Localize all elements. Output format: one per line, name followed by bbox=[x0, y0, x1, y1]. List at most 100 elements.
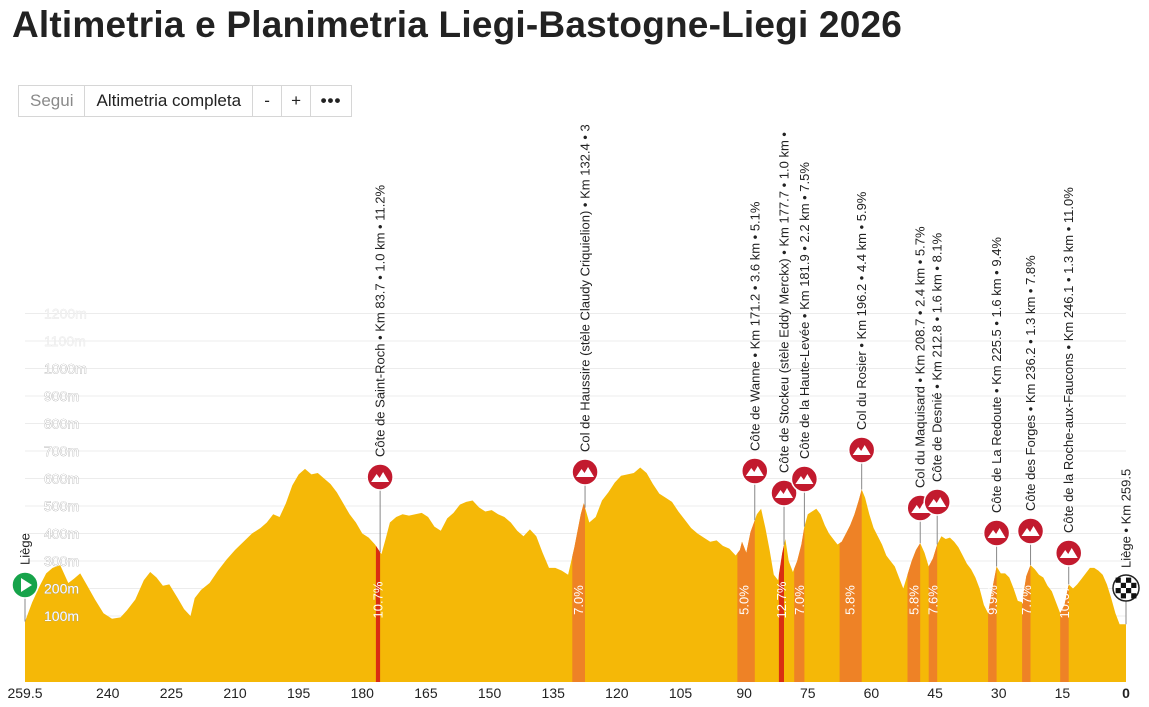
climb-marker[interactable]: Côte de Saint-Roch • Km 83.7 • 1.0 km • … bbox=[366, 184, 394, 553]
climb-label: Col du Maquisard • Km 208.7 • 2.4 km • 5… bbox=[913, 226, 928, 488]
y-tick-label: 800m bbox=[44, 416, 79, 432]
climb-marker[interactable]: Col de Haussire (stèle Claudy Criquielio… bbox=[571, 124, 599, 508]
climb-segment bbox=[907, 543, 921, 682]
start-marker[interactable]: Liège bbox=[11, 533, 39, 622]
x-tick-label: 240 bbox=[96, 685, 120, 701]
x-tick-label: 259.5 bbox=[7, 685, 42, 701]
y-tick-label: 400m bbox=[44, 526, 79, 542]
x-tick-label: 180 bbox=[351, 685, 375, 701]
climb-label: Côte de Desnié • Km 212.8 • 1.6 km • 8.1… bbox=[930, 232, 945, 482]
y-tick-label: 200m bbox=[44, 581, 79, 597]
climb-marker[interactable]: Col du Rosier • Km 196.2 • 4.4 km • 5.9% bbox=[847, 191, 876, 490]
climb-label: Col de Haussire (stèle Claudy Criquielio… bbox=[578, 124, 593, 452]
climb-segment bbox=[737, 520, 755, 682]
checkered-flag-icon bbox=[1115, 577, 1137, 599]
y-tick-label: 600m bbox=[44, 471, 79, 487]
climb-segments-layer: 10.7% 7.0% 5.0% 12.7% 7.0% 5.8% 5.8% 7.6% 9.9% 7.… bbox=[371, 489, 1072, 682]
mountain-icon bbox=[928, 497, 947, 507]
climb-marker[interactable]: Côte de la Haute-Levée • Km 181.9 • 2.2 … bbox=[790, 162, 819, 527]
page-title: Altimetria e Planimetria Liegi-Bastogne-… bbox=[12, 4, 903, 45]
mountain-icon bbox=[775, 488, 794, 498]
x-tick-label: 45 bbox=[927, 685, 943, 701]
x-tick-label: 30 bbox=[991, 685, 1007, 701]
climb-markers-layer: Côte de Saint-Roch • Km 83.7 • 1.0 km • … bbox=[11, 124, 1140, 625]
climb-label: Col du Rosier • Km 196.2 • 4.4 km • 5.9% bbox=[854, 191, 869, 430]
climb-gradient-label: 5.8% bbox=[843, 585, 858, 615]
climb-marker[interactable]: Côte de Wanne • Km 171.2 • 3.6 km • 5.1% bbox=[741, 201, 769, 521]
climb-label: Côte de Saint-Roch • Km 83.7 • 1.0 km • … bbox=[373, 184, 388, 457]
climb-marker-badge[interactable] bbox=[366, 463, 394, 491]
full-profile-button[interactable]: Altimetria completa bbox=[85, 86, 254, 116]
x-tick-label: 15 bbox=[1055, 685, 1071, 701]
climb-marker-badge[interactable] bbox=[847, 436, 876, 464]
x-tick-label: 195 bbox=[287, 685, 311, 701]
y-tick-label: 500m bbox=[44, 498, 79, 514]
mountain-icon bbox=[576, 467, 595, 477]
x-tick-label: 165 bbox=[414, 685, 438, 701]
zoom-out-button[interactable]: - bbox=[253, 86, 283, 116]
x-tick-label: 0 bbox=[1122, 685, 1130, 701]
climb-label: Côte de la Haute-Levée • Km 181.9 • 2.2 … bbox=[797, 162, 812, 459]
x-tick-label: 60 bbox=[864, 685, 880, 701]
climb-marker[interactable]: Côte de La Redoute • Km 225.5 • 1.6 km •… bbox=[982, 237, 1011, 567]
x-tick-label: 120 bbox=[605, 685, 629, 701]
climb-marker[interactable]: Côte des Forges • Km 236.2 • 1.3 km • 7.… bbox=[1016, 255, 1045, 566]
finish-label: Liège • Km 259.5 bbox=[1119, 469, 1134, 568]
climb-gradient-label: 7.0% bbox=[792, 585, 807, 615]
y-tick-label: 100m bbox=[44, 608, 79, 624]
mountain-icon bbox=[371, 472, 390, 482]
y-tick-label: 900m bbox=[44, 388, 79, 404]
climb-gradient-label: 5.0% bbox=[737, 585, 752, 615]
climb-segment bbox=[928, 544, 938, 682]
climb-marker-badge[interactable] bbox=[770, 479, 798, 507]
climb-marker-badge[interactable] bbox=[923, 488, 951, 516]
y-tick-label: 300m bbox=[44, 553, 79, 569]
mountain-icon bbox=[1059, 548, 1078, 558]
y-tick-label: 700m bbox=[44, 443, 79, 459]
climb-label: Côte de La Redoute • Km 225.5 • 1.6 km •… bbox=[989, 237, 1004, 513]
mountain-icon bbox=[1021, 526, 1040, 536]
climb-gradient-label: 9.9% bbox=[985, 585, 1000, 615]
climb-label: Côte de Wanne • Km 171.2 • 3.6 km • 5.1% bbox=[747, 201, 762, 451]
climb-segment bbox=[375, 545, 381, 682]
climb-marker-badge[interactable] bbox=[982, 519, 1011, 547]
climb-label: Côte des Forges • Km 236.2 • 1.3 km • 7.… bbox=[1023, 255, 1038, 511]
x-tick-label: 150 bbox=[478, 685, 502, 701]
y-grid bbox=[25, 313, 1126, 617]
x-tick-label: 75 bbox=[800, 685, 816, 701]
y-tick-label: 1100m bbox=[44, 333, 86, 349]
climb-marker-badge[interactable] bbox=[1054, 539, 1083, 567]
climb-marker-badge[interactable] bbox=[741, 457, 769, 485]
play-icon bbox=[21, 578, 32, 592]
climb-marker[interactable]: Côte de Stockeu (stèle Eddy Merckx) • Km… bbox=[770, 132, 798, 545]
climb-gradient-label: 10.6% bbox=[1057, 581, 1072, 618]
climb-segment bbox=[572, 503, 585, 682]
climb-segment bbox=[1022, 565, 1031, 682]
y-axis-labels: 100m 200m 300m 400m 500m 600m 700m 800m 900m 1000… bbox=[44, 305, 87, 624]
climb-segment bbox=[839, 489, 862, 682]
climb-gradient-label: 7.6% bbox=[926, 585, 941, 615]
climb-segment bbox=[778, 544, 784, 682]
climb-segment bbox=[988, 566, 997, 682]
mountain-icon bbox=[795, 474, 814, 484]
finish-marker[interactable]: Liège • Km 259.5 bbox=[1112, 469, 1140, 625]
x-tick-label: 90 bbox=[736, 685, 752, 701]
climb-gradient-label: 10.7% bbox=[371, 581, 386, 618]
x-tick-label: 225 bbox=[160, 685, 184, 701]
climb-label: Côte de Stockeu (stèle Eddy Merckx) • Km… bbox=[777, 132, 792, 473]
climb-gradient-label: 5.8% bbox=[906, 585, 921, 615]
climb-marker-badge[interactable] bbox=[571, 458, 599, 486]
x-axis-labels: 259.5 240 225 210 195 180 165 150 135 120 105 90 75 6… bbox=[7, 685, 1130, 701]
follow-button[interactable]: Segui bbox=[19, 86, 86, 116]
climb-segment bbox=[794, 526, 805, 682]
mountain-icon bbox=[852, 445, 871, 455]
climb-marker[interactable]: Côte de Desnié • Km 212.8 • 1.6 km • 8.1… bbox=[923, 232, 951, 545]
x-tick-label: 210 bbox=[223, 685, 247, 701]
climb-marker-badge[interactable] bbox=[1016, 517, 1045, 545]
more-options-button[interactable]: ••• bbox=[320, 91, 342, 110]
zoom-in-button[interactable]: + bbox=[282, 86, 312, 116]
climb-marker-badge[interactable] bbox=[790, 465, 819, 493]
climb-marker[interactable]: Côte de la Roche-aux-Faucons • Km 246.1 … bbox=[1054, 187, 1083, 585]
climb-segment bbox=[1060, 584, 1069, 682]
mountain-icon bbox=[987, 528, 1006, 538]
